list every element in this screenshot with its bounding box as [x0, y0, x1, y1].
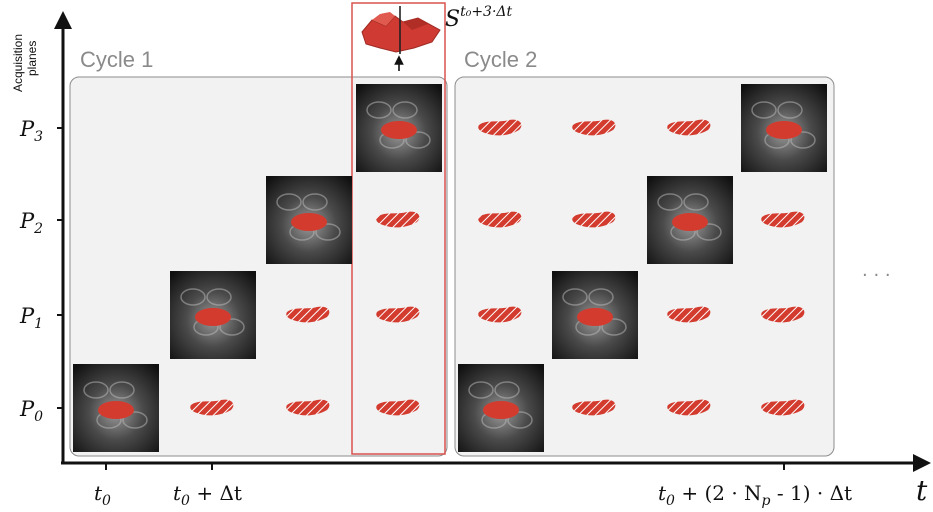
cycle-1-label: Cycle 1 [80, 47, 153, 72]
time-ticks [105, 463, 785, 470]
mri-slice-c2-p3 [741, 84, 827, 172]
continuation-ellipsis: · · · [862, 265, 891, 286]
plane-ticks [57, 127, 63, 409]
segmentation-c2-t5-p2 [572, 211, 616, 228]
segmentation-c1-t2-p1 [286, 306, 330, 323]
segmentation-c2-t4-p1 [478, 306, 522, 323]
surface-label: St₀+3·Δt [445, 4, 513, 32]
segmentation-c1-t2-p0 [286, 399, 330, 416]
plane-label-p2: P2 [19, 209, 43, 237]
mri-slice-c1-p3 [356, 84, 442, 172]
frame-grid [73, 84, 827, 452]
mri-slice-c1-p2 [266, 176, 352, 264]
segmentation-c2-t7-p2 [761, 211, 805, 228]
segmentation-c2-t4-p2 [478, 211, 522, 228]
mri-slice-c2-p2 [647, 176, 733, 264]
segmentation-c1-t3-p0 [376, 399, 420, 416]
segmentation-c2-t7-p0 [761, 399, 805, 416]
tick-label-cycle-end: t0 + (2 · Np - 1) · Δt [658, 481, 852, 509]
tick-label-t0: t0 [94, 481, 111, 509]
segmentation-c2-t5-p0 [572, 399, 616, 416]
surface-3d [361, 6, 441, 54]
plane-label-p1: P1 [19, 304, 43, 332]
y-axis-label-line2: planes [25, 41, 39, 76]
mri-slice-c1-p1 [170, 271, 256, 359]
segmentation-c2-t7-p1 [761, 306, 805, 323]
segmentation-c2-t6-p3 [667, 119, 711, 136]
tick-label-t0-plus-dt: t0 + Δt [173, 481, 242, 509]
cycle-2-panel [454, 76, 835, 457]
segmentation-c1-t3-p1 [376, 306, 420, 323]
segmentation-c2-t6-p1 [667, 306, 711, 323]
cycle-2-label: Cycle 2 [464, 47, 537, 72]
y-axis-label-line1: Acquisition [11, 34, 25, 92]
mri-slice-c1-p0 [73, 364, 159, 452]
segmentation-c2-t4-p3 [478, 119, 522, 136]
x-axis-variable: t [916, 474, 928, 507]
mri-slice-c2-p1 [552, 271, 638, 359]
plane-label-p3: P3 [19, 117, 43, 145]
segmentation-c2-t5-p3 [572, 119, 616, 136]
plane-label-p0: P0 [19, 397, 43, 425]
segmentation-c2-t6-p0 [667, 399, 711, 416]
segmentation-c1-t1-p0 [190, 399, 234, 416]
mri-slice-c2-p0 [458, 364, 544, 452]
segmentation-c1-t3-p2 [376, 211, 420, 228]
